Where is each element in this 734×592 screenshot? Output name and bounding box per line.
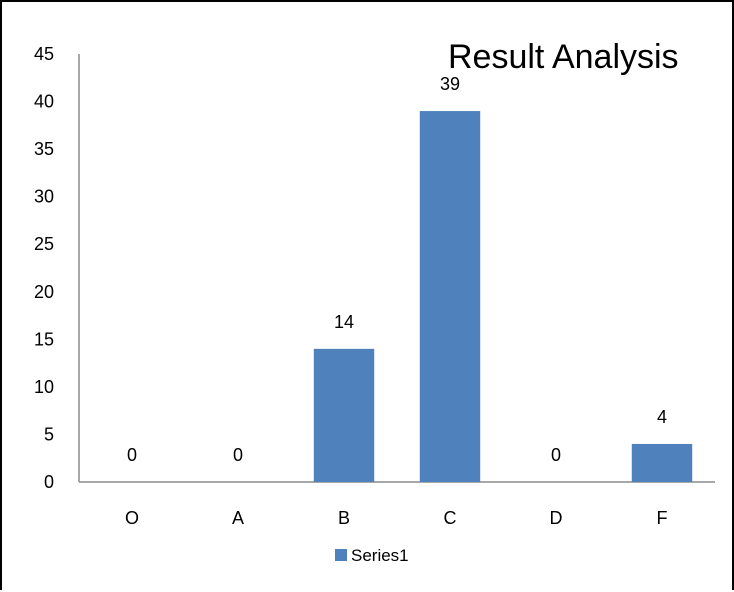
data-label: 14 xyxy=(334,312,354,332)
y-tick-label: 15 xyxy=(34,329,54,349)
y-tick-label: 5 xyxy=(44,424,54,444)
data-label: 0 xyxy=(233,445,243,465)
y-axis-ticks: 0 5 10 15 20 25 30 35 40 45 xyxy=(34,44,54,492)
x-tick-label: A xyxy=(232,508,244,528)
y-tick-label: 40 xyxy=(34,92,54,112)
x-tick-label: F xyxy=(657,508,668,528)
data-label: 4 xyxy=(657,407,667,427)
chart-title: Result Analysis xyxy=(448,38,679,76)
bar xyxy=(313,348,375,482)
y-tick-label: 20 xyxy=(34,282,54,302)
y-tick-label: 30 xyxy=(34,187,54,207)
x-tick-label: B xyxy=(338,508,350,528)
legend-swatch xyxy=(335,549,347,561)
x-tick-label: C xyxy=(444,508,457,528)
x-tick-label: D xyxy=(550,508,563,528)
data-labels: 0 0 14 39 0 4 xyxy=(127,74,667,465)
bar xyxy=(419,111,481,483)
bars xyxy=(313,111,693,483)
data-label: 39 xyxy=(440,74,460,94)
x-tick-label: O xyxy=(125,508,139,528)
bar xyxy=(631,443,693,482)
y-tick-label: 45 xyxy=(34,44,54,64)
data-label: 0 xyxy=(127,445,137,465)
data-label: 0 xyxy=(551,445,561,465)
legend-label: Series1 xyxy=(351,546,409,565)
y-tick-label: 35 xyxy=(34,139,54,159)
y-tick-label: 10 xyxy=(34,377,54,397)
legend: Series1 xyxy=(335,546,409,565)
y-tick-label: 25 xyxy=(34,234,54,254)
y-tick-label: 0 xyxy=(44,472,54,492)
